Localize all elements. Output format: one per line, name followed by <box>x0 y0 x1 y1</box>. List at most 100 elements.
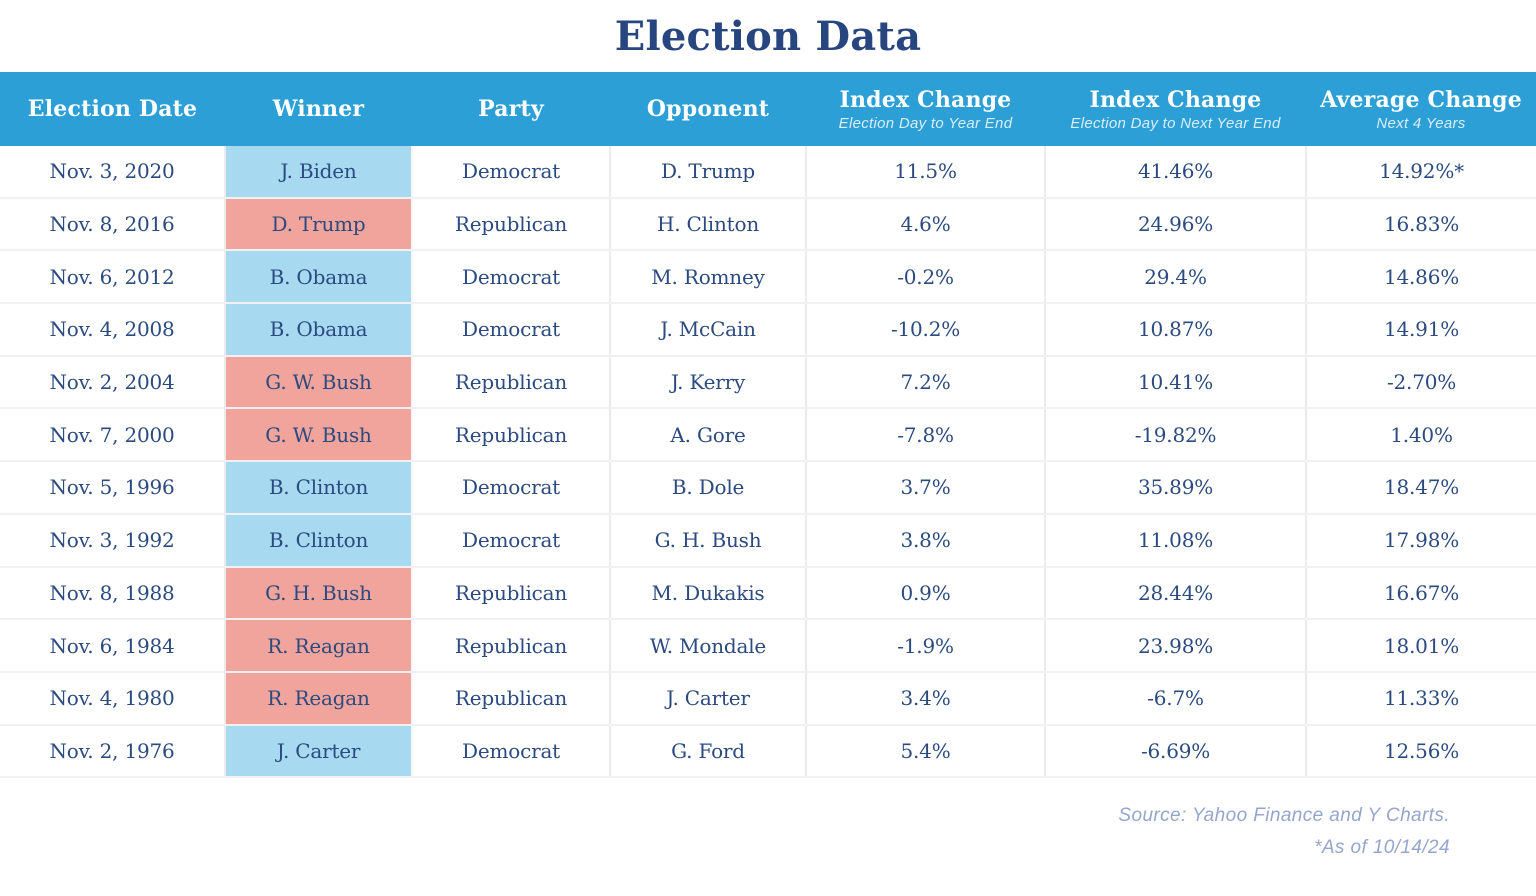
column-label: Index Change <box>1089 86 1262 113</box>
cell-winner: B. Obama <box>225 250 413 305</box>
cell-party: Republican <box>412 566 611 621</box>
footer-notes: Source: Yahoo Finance and Y Charts. *As … <box>0 800 1536 864</box>
cell-opponent: J. McCain <box>610 303 807 357</box>
column-label: Winner <box>272 96 365 122</box>
cell-winner: J. Biden <box>225 146 413 199</box>
cell-party: Democrat <box>412 461 611 515</box>
cell-index-change-year-end: -0.2% <box>806 250 1046 305</box>
cell-winner: R. Reagan <box>225 619 413 673</box>
table-row: Nov. 6, 1984 R. Reagan Republican W. Mondal… <box>0 619 1536 673</box>
cell-average-change: 14.91% <box>1306 303 1536 357</box>
cell-average-change: 12.56% <box>1306 724 1536 779</box>
cell-index-change-year-end: 4.6% <box>806 197 1046 252</box>
source-note: Source: Yahoo Finance and Y Charts. <box>1118 805 1450 827</box>
cell-opponent: G. H. Bush <box>610 513 807 568</box>
cell-index-change-year-end: -7.8% <box>806 408 1046 463</box>
cell-index-change-next-year-end: 10.87% <box>1045 303 1307 357</box>
cell-opponent: G. Ford <box>610 724 807 779</box>
cell-winner: G. W. Bush <box>225 408 413 463</box>
table-body: Nov. 3, 2020 J. Biden Democrat D. Trump 11.5… <box>0 146 1536 779</box>
cell-winner: G. W. Bush <box>225 355 413 410</box>
table-row: Nov. 4, 1980 R. Reagan Republican J. Carter… <box>0 671 1536 726</box>
cell-average-change: 18.47% <box>1306 461 1536 515</box>
cell-index-change-year-end: -10.2% <box>806 303 1046 357</box>
column-sublabel: Next 4 Years <box>1376 114 1466 132</box>
cell-election-date: Nov. 3, 2020 <box>0 146 226 199</box>
cell-index-change-year-end: 3.7% <box>806 461 1046 515</box>
column-label: Opponent <box>646 96 770 122</box>
column-sublabel: Election Day to Year End <box>838 114 1013 132</box>
column-label: Party <box>478 96 544 122</box>
cell-winner: G. H. Bush <box>225 566 413 621</box>
cell-opponent: H. Clinton <box>610 197 807 252</box>
cell-index-change-year-end: -1.9% <box>806 619 1046 673</box>
cell-party: Republican <box>412 671 611 726</box>
column-label: Average Change <box>1320 86 1522 113</box>
cell-winner: D. Trump <box>225 197 413 252</box>
cell-index-change-next-year-end: 41.46% <box>1045 146 1307 199</box>
cell-winner: B. Clinton <box>225 513 413 568</box>
table-row: Nov. 4, 2008 B. Obama Democrat J. McCain -10… <box>0 303 1536 357</box>
cell-average-change: 1.40% <box>1306 408 1536 463</box>
cell-index-change-year-end: 0.9% <box>806 566 1046 621</box>
cell-winner: B. Clinton <box>225 461 413 515</box>
table-row: Nov. 2, 1976 J. Carter Democrat G. Ford 5.4%… <box>0 724 1536 779</box>
column-label: Election Date <box>27 96 198 122</box>
cell-index-change-next-year-end: -6.7% <box>1045 671 1307 726</box>
column-header-opponent: Opponent <box>610 72 806 146</box>
cell-index-change-next-year-end: 29.4% <box>1045 250 1307 305</box>
column-header-average-change: Average Change Next 4 Years <box>1306 72 1536 146</box>
cell-index-change-next-year-end: 24.96% <box>1045 197 1307 252</box>
cell-party: Republican <box>412 408 611 463</box>
page-title: Election Data <box>614 12 922 60</box>
cell-index-change-year-end: 11.5% <box>806 146 1046 199</box>
table-header: Election Date Winner Party <box>0 72 1536 146</box>
cell-index-change-next-year-end: 35.89% <box>1045 461 1307 515</box>
asof-note: *As of 10/14/24 <box>1314 837 1450 859</box>
cell-opponent: J. Kerry <box>610 355 807 410</box>
cell-opponent: M. Romney <box>610 250 807 305</box>
cell-party: Democrat <box>412 513 611 568</box>
cell-index-change-next-year-end: 10.41% <box>1045 355 1307 410</box>
cell-average-change: 11.33% <box>1306 671 1536 726</box>
column-header-index-change-next-year-end: Index Change Election Day to Next Year E… <box>1045 72 1306 146</box>
cell-index-change-next-year-end: 11.08% <box>1045 513 1307 568</box>
cell-party: Republican <box>412 197 611 252</box>
cell-average-change: 14.86% <box>1306 250 1536 305</box>
column-header-index-change-year-end: Index Change Election Day to Year End <box>806 72 1045 146</box>
cell-average-change: -2.70% <box>1306 355 1536 410</box>
cell-party: Democrat <box>412 146 611 199</box>
cell-election-date: Nov. 8, 1988 <box>0 566 226 621</box>
cell-average-change: 16.83% <box>1306 197 1536 252</box>
cell-index-change-year-end: 7.2% <box>806 355 1046 410</box>
cell-winner: R. Reagan <box>225 671 413 726</box>
cell-opponent: J. Carter <box>610 671 807 726</box>
table-row: Nov. 5, 1996 B. Clinton Democrat B. Dole 3.7… <box>0 461 1536 515</box>
column-header-election-date: Election Date <box>0 72 225 146</box>
cell-election-date: Nov. 2, 2004 <box>0 355 226 410</box>
cell-average-change: 14.92%* <box>1306 146 1536 199</box>
cell-index-change-year-end: 3.4% <box>806 671 1046 726</box>
cell-index-change-next-year-end: 23.98% <box>1045 619 1307 673</box>
cell-index-change-next-year-end: -19.82% <box>1045 408 1307 463</box>
cell-election-date: Nov. 6, 1984 <box>0 619 226 673</box>
column-label: Index Change <box>839 86 1012 113</box>
election-table: Election Date Winner Party <box>0 72 1536 779</box>
table-row: Nov. 2, 2004 G. W. Bush Republican J. Kerry… <box>0 355 1536 410</box>
cell-opponent: A. Gore <box>610 408 807 463</box>
column-sublabel: Election Day to Next Year End <box>1070 114 1281 132</box>
cell-opponent: B. Dole <box>610 461 807 515</box>
cell-election-date: Nov. 7, 2000 <box>0 408 226 463</box>
cell-election-date: Nov. 6, 2012 <box>0 250 226 305</box>
cell-opponent: W. Mondale <box>610 619 807 673</box>
table-row: Nov. 3, 2020 J. Biden Democrat D. Trump 11.5… <box>0 146 1536 199</box>
cell-opponent: D. Trump <box>610 146 807 199</box>
cell-election-date: Nov. 4, 2008 <box>0 303 226 357</box>
cell-election-date: Nov. 8, 2016 <box>0 197 226 252</box>
table-row: Nov. 6, 2012 B. Obama Democrat M. Romney -0.… <box>0 250 1536 305</box>
table-row: Nov. 3, 1992 B. Clinton Democrat G. H. Bush… <box>0 513 1536 568</box>
cell-index-change-year-end: 3.8% <box>806 513 1046 568</box>
header-row: Election Date Winner Party <box>0 72 1536 146</box>
cell-index-change-next-year-end: 28.44% <box>1045 566 1307 621</box>
